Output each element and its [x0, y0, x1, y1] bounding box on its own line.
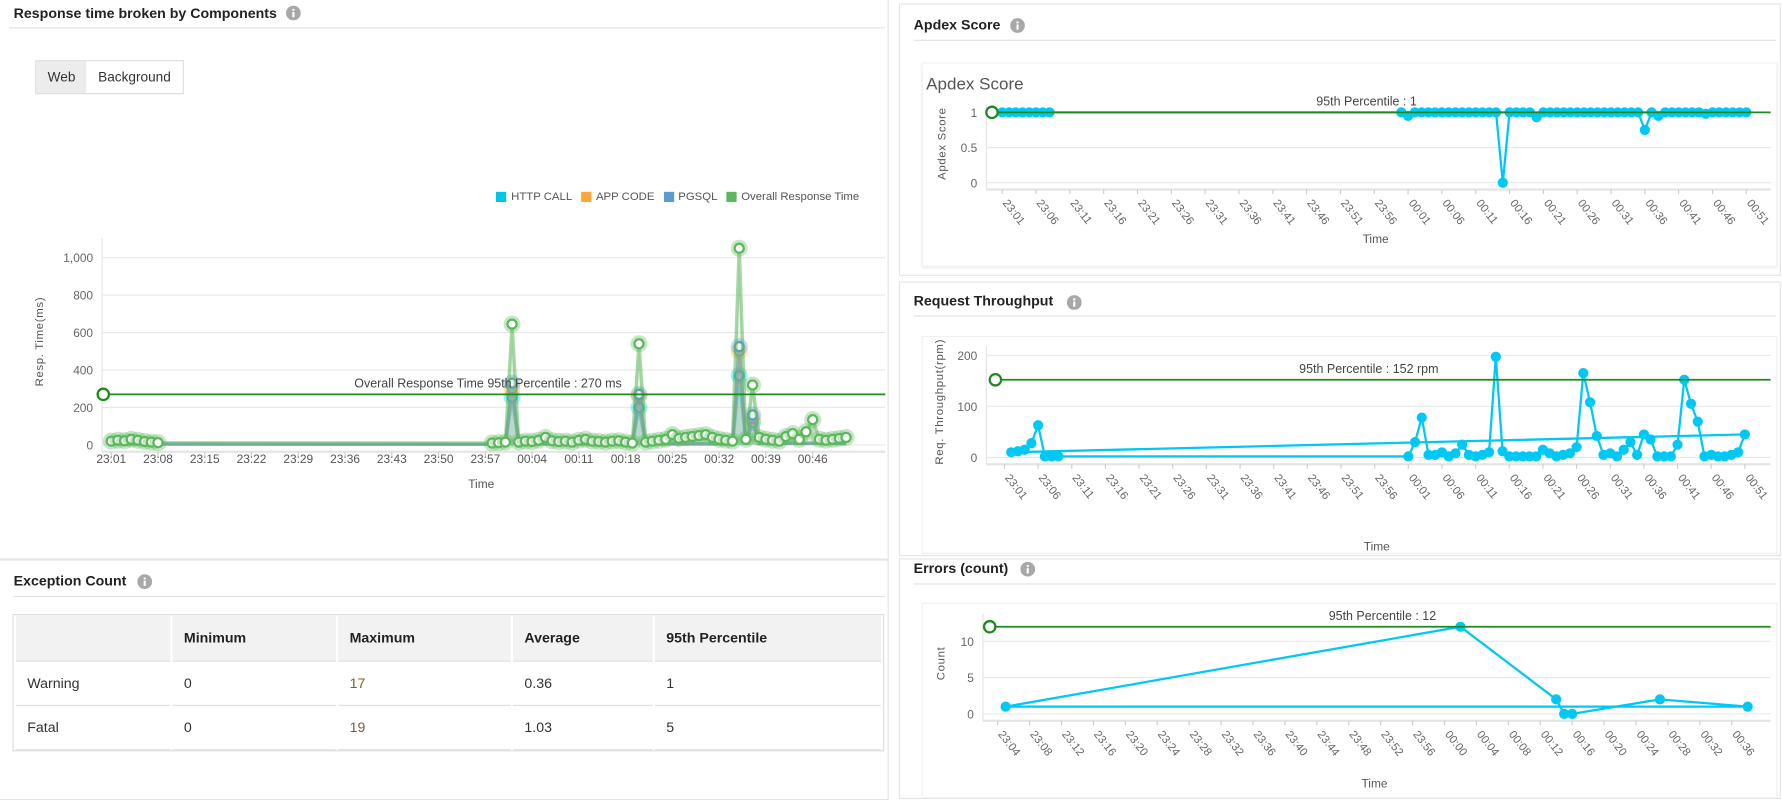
divider — [9, 27, 886, 29]
apdex-title: Apdex Score — [913, 17, 1001, 33]
legend-swatch — [496, 191, 507, 203]
errors-chart-card — [921, 602, 1778, 798]
cell-minimum: 0 — [172, 706, 336, 751]
cell-minimum: 0 — [172, 662, 336, 706]
exception-table: Minimum Maximum Average 95th Percentile … — [12, 614, 885, 752]
response-time-title: Response time broken by Components — [13, 5, 277, 22]
info-icon[interactable] — [1020, 561, 1036, 577]
tab-group: Web Background — [35, 60, 184, 95]
cell-average: 0.36 — [513, 662, 653, 706]
apdex-chart-card — [921, 62, 1778, 267]
column-header-average: Average — [513, 615, 653, 662]
table-header-row: Minimum Maximum Average 95th Percentile — [15, 615, 881, 662]
column-header-95th-percentile: 95th Percentile — [654, 615, 881, 662]
throughput-chart-card — [921, 335, 1778, 554]
legend-label: Overall Response Time — [741, 190, 860, 204]
legend-swatch — [726, 191, 737, 203]
legend-label: HTTP CALL — [511, 190, 573, 204]
legend-item-http-call[interactable]: HTTP CALL — [496, 191, 572, 203]
table-row: Warning 0 17 0.36 1 — [15, 662, 881, 706]
table-row: Fatal 0 19 1.03 5 — [15, 706, 881, 751]
legend-label: APP CODE — [595, 190, 655, 204]
legend-item-overall[interactable]: Overall Response Time — [726, 191, 859, 203]
divider — [13, 595, 886, 598]
column-header-maximum: Maximum — [338, 615, 511, 662]
divider — [913, 583, 1777, 585]
divider — [913, 315, 1777, 317]
column-header-minimum: Minimum — [172, 615, 336, 662]
legend-label: PGSQL — [678, 190, 718, 204]
tab-web[interactable]: Web — [36, 61, 87, 94]
legend-swatch — [581, 191, 592, 203]
info-icon[interactable] — [1066, 295, 1082, 310]
throughput-title: Request Throughput — [913, 292, 1054, 309]
row-label: Fatal — [15, 706, 171, 751]
info-icon[interactable] — [137, 574, 153, 590]
exception-count-title: Exception Count — [13, 573, 127, 590]
info-icon[interactable] — [1010, 18, 1025, 33]
cell-maximum: 19 — [338, 706, 511, 751]
apdex-chart-title: Apdex Score — [926, 74, 1024, 95]
chart-legend: HTTP CALL APP CODE PGSQL Overall Respons… — [496, 191, 859, 203]
legend-swatch — [663, 191, 674, 203]
cell-95th-percentile: 5 — [654, 706, 881, 751]
divider — [913, 39, 1777, 41]
legend-item-app-code[interactable]: APP CODE — [581, 191, 654, 203]
column-header — [15, 615, 171, 662]
exception-count-panel — [0, 559, 889, 800]
errors-title: Errors (count) — [913, 560, 1009, 577]
cell-maximum: 17 — [338, 662, 511, 706]
cell-average: 1.03 — [513, 706, 653, 751]
row-label: Warning — [15, 662, 171, 706]
tab-background[interactable]: Background — [98, 69, 171, 86]
info-icon[interactable] — [286, 5, 301, 21]
legend-item-pgsql[interactable]: PGSQL — [663, 190, 718, 204]
cell-95th-percentile: 1 — [654, 662, 881, 706]
